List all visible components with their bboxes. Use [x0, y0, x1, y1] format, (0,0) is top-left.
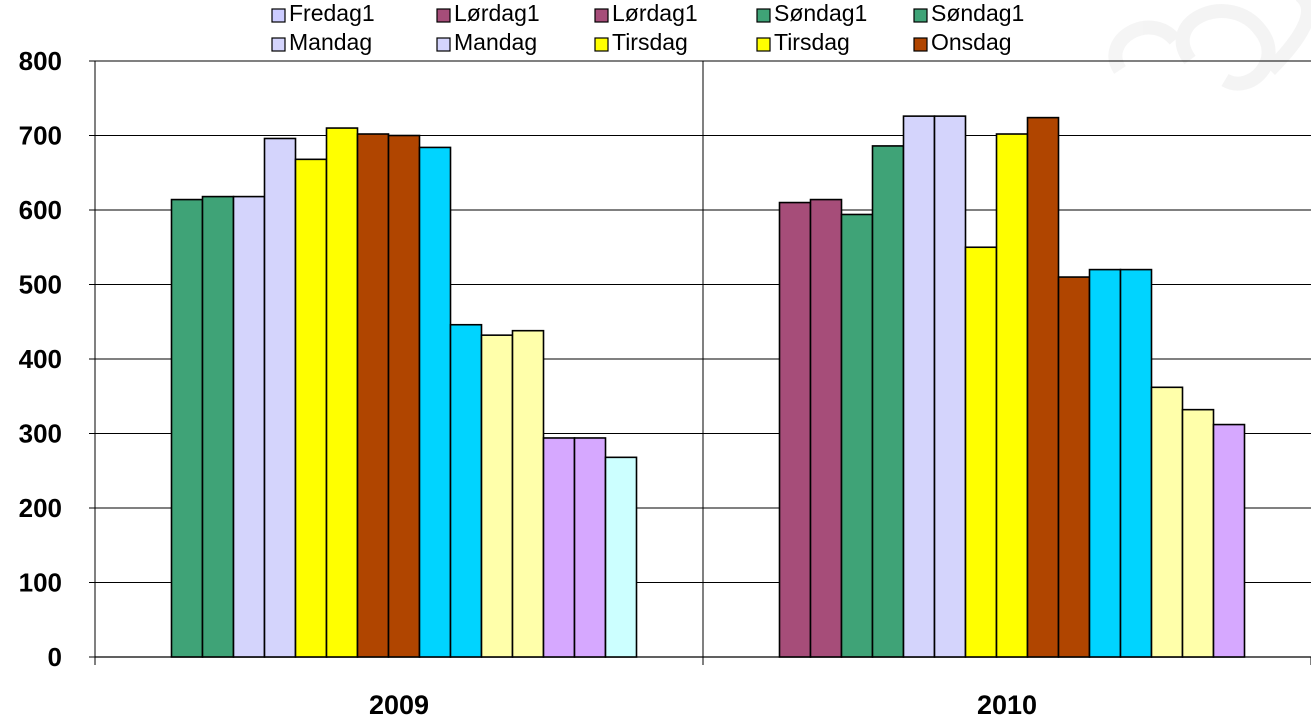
bar-2009-14 — [573, 437, 607, 658]
watermark-decoration — [1108, 0, 1311, 91]
legend-swatch — [594, 37, 609, 52]
bar-2009-5 — [294, 158, 328, 658]
bar-2010-13 — [1150, 386, 1184, 658]
bar-2010-3 — [840, 213, 874, 658]
legend-swatch — [436, 8, 451, 23]
bar-2010-10 — [1057, 276, 1091, 658]
bar-2009-10 — [449, 323, 483, 658]
bar-2009-6 — [325, 127, 359, 658]
legend-entry-label: Mandag — [289, 29, 372, 55]
legend-entry-label: Tirsdag — [612, 29, 688, 55]
legend-entry-label: Mandag — [454, 29, 537, 55]
x-category-label: 2009 — [369, 690, 429, 720]
legend-entry-label: Lørdag1 — [454, 0, 540, 26]
legend-entry-label: Søndag1 — [774, 0, 867, 26]
category-labels: 2009 2010 — [369, 690, 1037, 720]
y-tick-label: 500 — [19, 270, 62, 300]
legend-swatch — [913, 37, 928, 52]
bar-2009-9 — [418, 146, 452, 658]
bar-2010-12 — [1119, 268, 1153, 658]
bars — [170, 115, 1246, 658]
y-tick-label: 300 — [19, 419, 62, 449]
legend-entry-label: Lørdag1 — [612, 0, 698, 26]
bar-2010-4 — [871, 145, 905, 658]
legend-swatch — [756, 37, 771, 52]
bar-2010-11 — [1088, 268, 1122, 658]
legend-entry-label: Tirsdag — [774, 29, 850, 55]
legend-entry-label: Søndag1 — [931, 0, 1024, 26]
legend-swatch — [271, 37, 286, 52]
bar-2009-7 — [356, 133, 390, 658]
legend-swatch — [913, 8, 928, 23]
bar-2009-3 — [232, 195, 266, 658]
y-tick-label: 0 — [48, 642, 62, 672]
y-tick-label: 200 — [19, 493, 62, 523]
y-tick-label: 700 — [19, 121, 62, 151]
bar-2010-15 — [1212, 423, 1246, 658]
bar-2009-12 — [511, 329, 545, 658]
bar-2009-8 — [387, 134, 421, 658]
bar-2010-9 — [1026, 116, 1060, 658]
legend-swatch — [594, 8, 609, 23]
legend-entry-label: Onsdag — [931, 29, 1012, 55]
y-tick-label: 100 — [19, 568, 62, 598]
bar-2010-6 — [933, 115, 967, 658]
y-tick-labels: 0 100 200 300 400 500 600 700 800 — [19, 46, 62, 672]
bar-2010-14 — [1181, 408, 1215, 658]
y-tick-label: 800 — [19, 46, 62, 76]
y-tick-label: 400 — [19, 344, 62, 374]
bar-2009-11 — [480, 334, 514, 658]
bar-2010-1 — [778, 201, 812, 658]
bar-2009-1 — [170, 198, 204, 658]
x-category-label: 2010 — [977, 690, 1037, 720]
bar-2010-7 — [964, 246, 998, 658]
bar-2009-13 — [542, 437, 576, 658]
legend-swatch — [271, 8, 286, 23]
legend-swatch — [436, 37, 451, 52]
bar-2009-15 — [604, 456, 638, 658]
legend-entry-label: Fredag1 — [289, 0, 375, 26]
bar-2009-2 — [201, 195, 235, 658]
bar-2010-2 — [809, 198, 843, 658]
bar-2010-8 — [995, 133, 1029, 658]
bar-2009-4 — [263, 137, 297, 658]
y-tick-label: 600 — [19, 195, 62, 225]
legend: Fredag1 Lørdag1 Lørdag1 Søndag1 Søndag1 Manda… — [271, 0, 1024, 55]
legend-swatch — [756, 8, 771, 23]
bar-2010-5 — [902, 115, 936, 658]
